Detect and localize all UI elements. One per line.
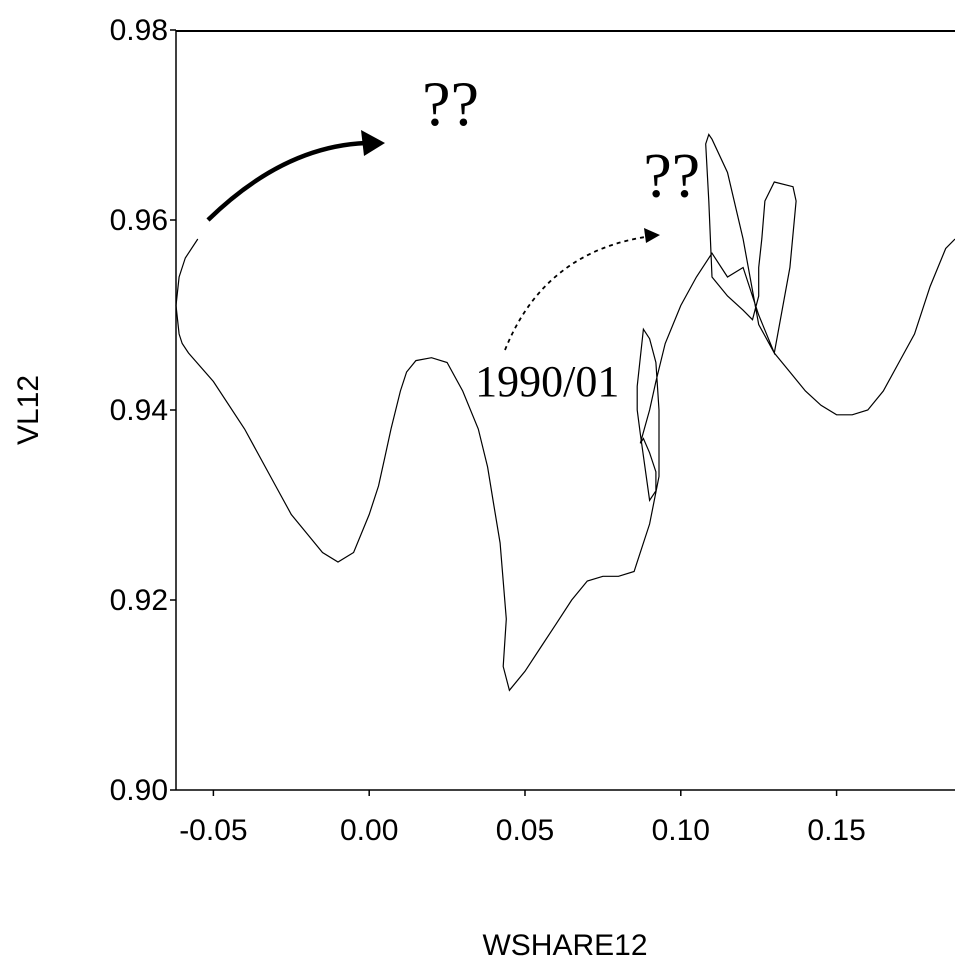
x-axis-ticks: -0.05 0.00 0.05 0.10 0.15 — [179, 790, 866, 847]
y-tick-label: 0.92 — [110, 584, 168, 617]
x-tick-label: -0.05 — [179, 814, 247, 847]
y-axis-ticks: 0.98 0.96 0.94 0.92 0.90 — [110, 14, 176, 807]
x-tick-label: 0.00 — [340, 814, 398, 847]
x-tick-label: 0.15 — [807, 814, 865, 847]
solid-arrow-curve — [206, 140, 381, 222]
dotted-arrow-curve — [504, 235, 653, 351]
annotation-question-1: ?? — [422, 68, 479, 139]
y-axis-title: VL12 — [12, 375, 45, 445]
y-tick-label: 0.96 — [110, 204, 168, 237]
x-tick-label: 0.10 — [652, 814, 710, 847]
y-tick-label: 0.98 — [110, 14, 168, 47]
x-axis-title: WSHARE12 — [482, 929, 647, 962]
annotation-date-label: 1990/01 — [475, 357, 619, 406]
solid-arrow-head — [361, 130, 385, 156]
y-tick-label: 0.94 — [110, 394, 168, 427]
annotation-question-2: ?? — [643, 139, 700, 210]
y-tick-label: 0.90 — [110, 774, 168, 807]
dotted-arrow-head — [644, 228, 660, 243]
x-tick-label: 0.05 — [496, 814, 554, 847]
series-line — [175, 133, 955, 692]
